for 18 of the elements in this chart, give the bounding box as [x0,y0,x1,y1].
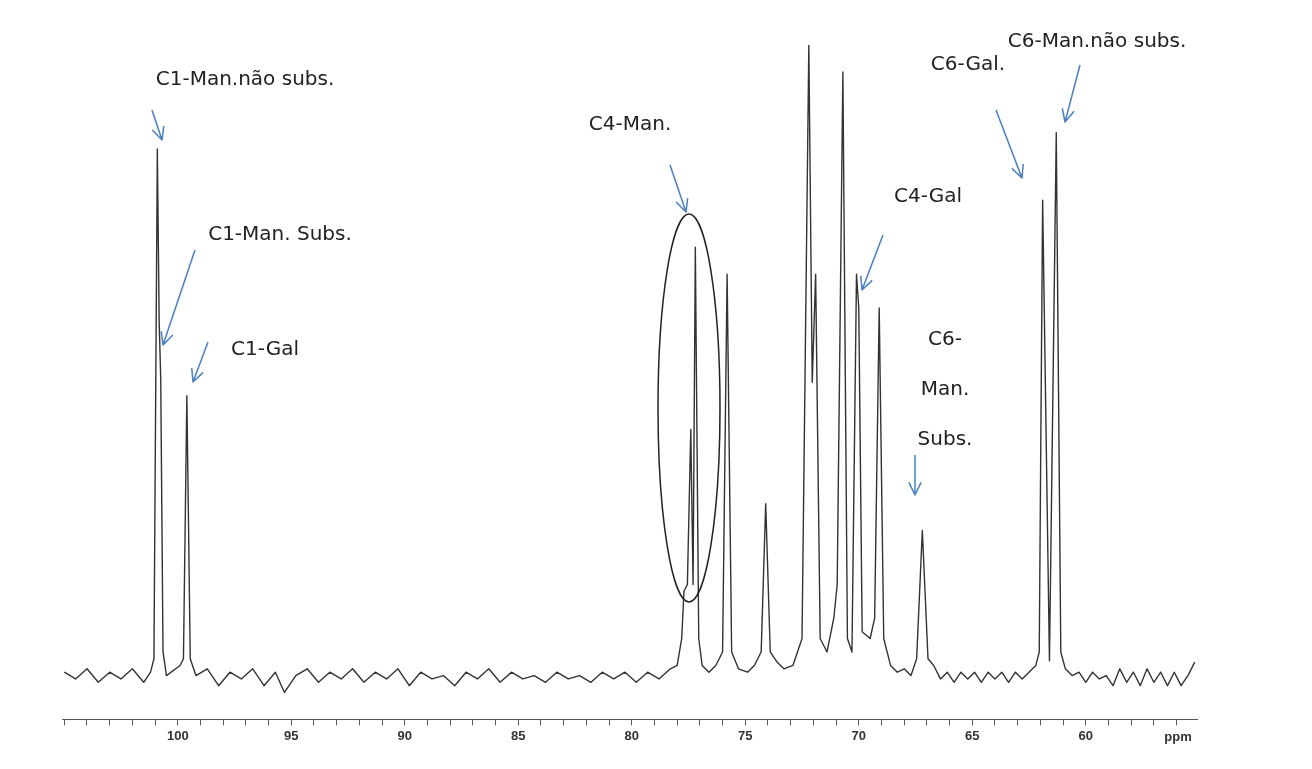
annotation: C4-Man. [588,111,672,136]
annotation: C1-Gal [231,336,299,361]
annotation: C4-Gal [894,183,962,208]
annotation: C1-Man.não subs. [155,66,335,91]
x-tick-label: 80 [624,727,639,743]
x-axis-title: ppm [1164,729,1192,745]
x-tick-label: 70 [851,727,866,743]
x-tick-label: 75 [738,727,753,743]
annotation: C1-Man. Subs. [208,221,352,246]
x-tick-label: 60 [1078,727,1093,743]
x-tick-label: 100 [166,727,189,743]
annotation: C6-Man.não subs. [1007,28,1187,53]
x-tick-label: 90 [397,727,412,743]
text: C6- Man. Subs. [917,326,973,451]
x-tick-label: 95 [284,727,299,743]
x-tick-label: 65 [965,727,980,743]
x-tick-label: 85 [511,727,526,743]
annotation: C6-Gal. [930,51,1006,76]
